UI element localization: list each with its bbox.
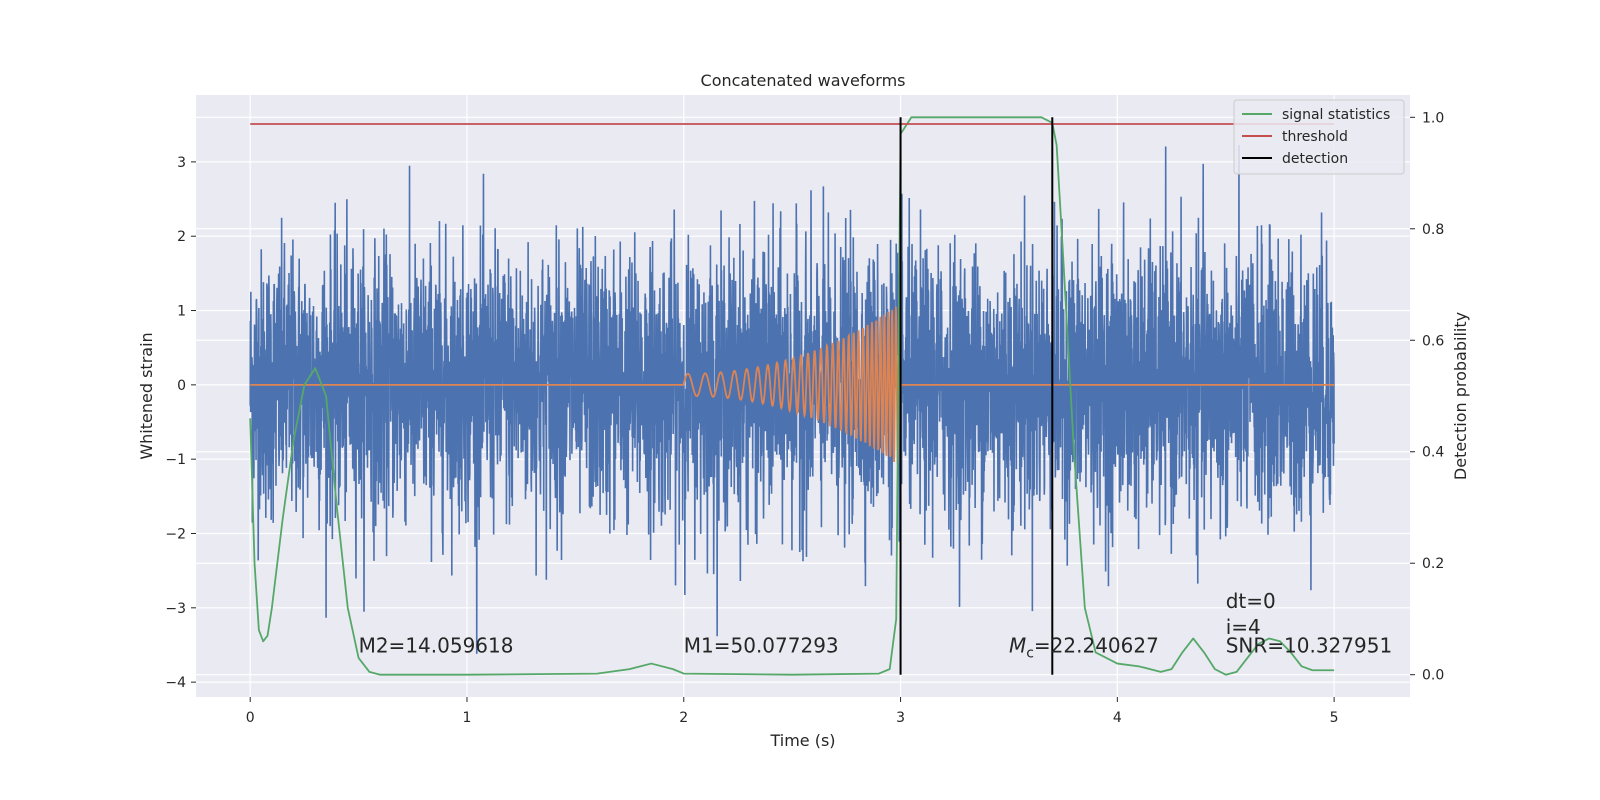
y-tick-label: 2 (177, 229, 186, 245)
y2-tick-label: 1.0 (1422, 110, 1444, 126)
y2-tick-label: 0.0 (1422, 668, 1444, 684)
annotation-text: M1=50.077293 (684, 633, 839, 657)
plot-area (249, 116, 1335, 676)
y-axis-label: Whitened strain (137, 332, 156, 459)
x-tick-label: 2 (679, 710, 688, 726)
legend-entry: threshold (1282, 129, 1348, 145)
y-tick-label: −4 (165, 675, 186, 691)
x-tick-label: 5 (1330, 710, 1339, 726)
x-tick-label: 1 (463, 710, 472, 726)
annotation-text: SNR=10.327951 (1226, 633, 1392, 657)
y2-tick-label: 0.4 (1422, 445, 1444, 461)
y-tick-label: −3 (165, 601, 186, 617)
annotation-symbol: M (1009, 633, 1026, 657)
legend-box (1233, 99, 1405, 175)
annotations: M2=14.059618 M1=50.077293 Mc=22.240627 dt=0… (359, 589, 1393, 662)
y-axis-left: −4 −3 −2 −1 0 1 2 3 (165, 155, 196, 691)
legend-entry: detection (1282, 151, 1348, 167)
x-tick-label: 4 (1113, 710, 1122, 726)
legend: signal statistics threshold detection (1233, 99, 1405, 175)
annotation-text: Mc=22.240627 (1009, 633, 1159, 661)
annotation-subscript: c (1026, 645, 1034, 661)
annotation-value: =22.240627 (1034, 633, 1159, 657)
annotation-text: M2=14.059618 (359, 633, 514, 657)
annotation-text: i=4 (1226, 615, 1261, 639)
x-axis: 0 1 2 3 4 5 (246, 697, 1339, 726)
y-tick-label: 0 (177, 378, 186, 394)
y-tick-label: −1 (165, 452, 186, 468)
x-axis-label: Time (s) (769, 731, 835, 750)
annotation-text: dt=0 (1226, 589, 1276, 613)
chirp-series-line (250, 305, 1335, 464)
y-axis-right: 0.0 0.2 0.4 0.6 0.8 1.0 (1410, 110, 1444, 684)
x-tick-label: 3 (896, 710, 905, 726)
signal-statistics-line (249, 116, 1335, 676)
x-tick-label: 0 (246, 710, 255, 726)
y-tick-label: 3 (177, 155, 186, 171)
legend-entry: signal statistics (1282, 107, 1390, 123)
y2-axis-label: Detection probability (1451, 312, 1470, 480)
y-tick-label: 1 (177, 304, 186, 320)
y2-tick-label: 0.2 (1422, 556, 1444, 572)
y2-tick-label: 0.6 (1422, 333, 1444, 349)
y-tick-label: −2 (165, 526, 186, 542)
chart-title: Concatenated waveforms (701, 71, 906, 90)
y2-tick-label: 0.8 (1422, 222, 1444, 238)
